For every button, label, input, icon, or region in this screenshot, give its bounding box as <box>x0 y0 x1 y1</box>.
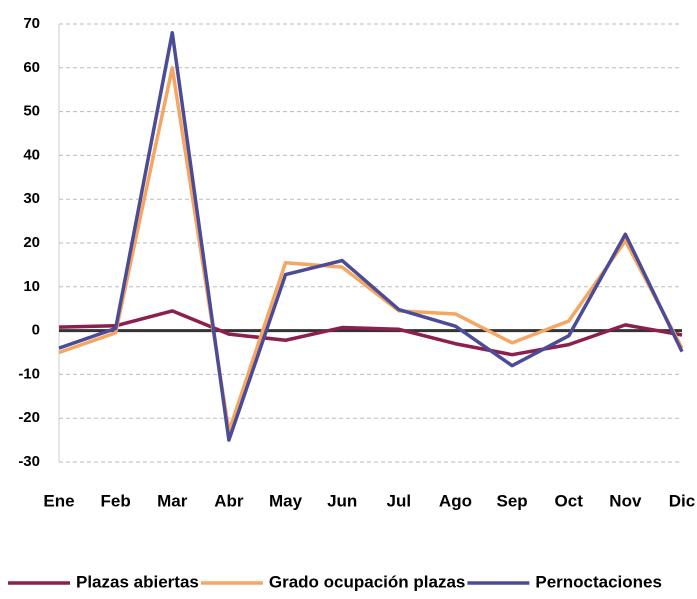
series-line <box>58 31 684 442</box>
y-tick-label: 30 <box>23 190 40 207</box>
y-tick-label: -10 <box>18 365 40 382</box>
x-tick-label: Ago <box>439 491 472 510</box>
y-tick-label: -30 <box>18 453 40 470</box>
y-tick-label: 70 <box>23 15 40 32</box>
y-tick-label: 60 <box>23 59 40 76</box>
x-tick-label: Mar <box>157 491 188 510</box>
series-line <box>58 309 683 357</box>
x-tick-label: Sep <box>496 491 527 510</box>
x-tick-label: Oct <box>555 491 584 510</box>
x-tick-label: Nov <box>609 491 642 510</box>
x-tick-label: Jun <box>327 491 357 510</box>
y-tick-label: 40 <box>23 146 40 163</box>
y-tick-label: 0 <box>32 322 40 339</box>
x-tick-label: Dic <box>669 491 695 510</box>
x-tick-label: Abr <box>214 491 244 510</box>
x-tick-label: Feb <box>101 491 131 510</box>
x-tick-label: Ene <box>43 491 74 510</box>
legend-label: Pernoctaciones <box>535 572 662 591</box>
y-tick-label: -20 <box>18 409 40 426</box>
legend-label: Grado ocupación plazas <box>269 572 466 591</box>
y-tick-label: 10 <box>23 278 40 295</box>
y-tick-label: 50 <box>23 103 40 120</box>
x-tick-label: Jul <box>387 491 412 510</box>
y-tick-label: 20 <box>23 234 40 251</box>
legend-label: Plazas abiertas <box>76 572 199 591</box>
series-line <box>58 66 684 434</box>
x-tick-label: May <box>269 491 303 510</box>
